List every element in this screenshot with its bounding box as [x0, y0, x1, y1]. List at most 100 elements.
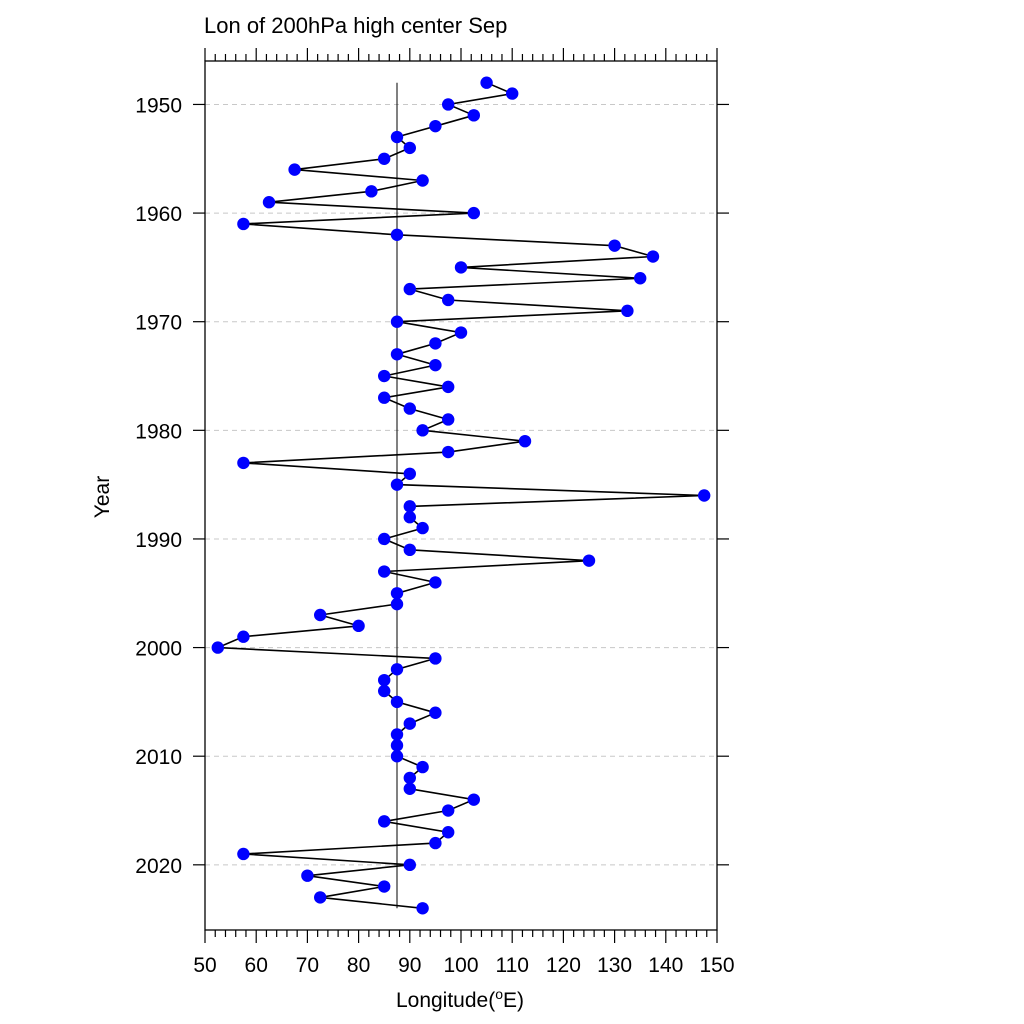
- y-tick-label: 1980: [135, 420, 182, 443]
- data-point: [403, 467, 416, 480]
- data-point: [403, 282, 416, 296]
- x-axis-label: Longitude(oE): [396, 986, 524, 1012]
- data-points: [211, 76, 711, 915]
- data-point: [390, 130, 404, 144]
- data-point: [416, 902, 429, 915]
- data-point: [416, 174, 429, 187]
- x-tick-label: 120: [546, 954, 581, 977]
- data-point: [608, 239, 621, 252]
- data-point: [416, 760, 429, 774]
- data-point: [429, 358, 442, 372]
- data-point: [314, 608, 327, 622]
- data-point: [352, 619, 365, 633]
- data-point: [403, 782, 416, 795]
- data-point: [454, 326, 468, 339]
- data-point: [390, 348, 404, 361]
- data-point: [416, 424, 429, 437]
- y-tick-label: 1960: [135, 203, 182, 226]
- data-point: [698, 489, 711, 502]
- data-point: [403, 858, 416, 872]
- x-tick-label: 70: [296, 954, 319, 977]
- data-point: [403, 717, 416, 730]
- data-point: [442, 380, 455, 394]
- data-point: [442, 98, 455, 111]
- data-point: [390, 695, 404, 709]
- data-point: [378, 565, 391, 578]
- data-point: [442, 413, 455, 426]
- x-tick-label: 130: [597, 954, 632, 977]
- data-point: [390, 478, 404, 491]
- data-point: [646, 250, 660, 263]
- y-tick-label: 1970: [135, 312, 182, 335]
- data-point: [467, 109, 480, 122]
- data-point: [429, 836, 442, 850]
- data-point: [442, 445, 455, 459]
- plot-frame: [204, 60, 718, 931]
- data-point: [390, 587, 404, 600]
- data-point: [403, 500, 416, 513]
- grid-lines: [205, 103, 717, 866]
- data-point: [429, 652, 442, 665]
- data-point: [390, 228, 404, 241]
- data-point: [403, 402, 416, 415]
- data-point: [621, 304, 634, 318]
- data-point: [403, 141, 416, 155]
- data-point: [314, 891, 327, 904]
- data-point: [390, 750, 404, 763]
- data-point: [442, 293, 455, 307]
- data-point: [429, 576, 442, 589]
- data-point: [301, 869, 314, 882]
- data-point: [518, 434, 532, 448]
- data-point: [429, 337, 442, 350]
- data-point: [237, 847, 250, 861]
- data-point: [237, 217, 250, 231]
- data-point: [390, 728, 404, 741]
- data-point: [429, 706, 442, 719]
- x-tick-label: 80: [347, 954, 370, 977]
- x-tick-label: 110: [495, 954, 528, 977]
- series-line: [217, 81, 705, 910]
- data-point: [390, 597, 404, 611]
- data-point: [378, 152, 391, 165]
- data-point: [480, 76, 493, 89]
- data-point: [506, 87, 519, 100]
- data-point: [634, 272, 647, 285]
- x-tick-label: 90: [398, 954, 421, 977]
- y-tick-label: 2010: [135, 746, 182, 769]
- x-axis-label-unit: E): [503, 989, 524, 1012]
- data-point: [378, 815, 391, 828]
- y-tick-label: 1990: [135, 529, 182, 552]
- data-point: [390, 315, 404, 328]
- data-point: [378, 673, 391, 687]
- data-point: [403, 543, 416, 557]
- x-tick-label: 100: [443, 954, 478, 977]
- x-tick-label: 150: [699, 954, 734, 977]
- data-point: [416, 521, 429, 535]
- x-tick-label: 60: [245, 954, 268, 977]
- y-axis-label: Year: [91, 476, 114, 518]
- data-point: [211, 641, 224, 654]
- data-point: [378, 532, 391, 546]
- data-point: [237, 630, 250, 643]
- data-point: [403, 771, 416, 785]
- y-tick-label: 1950: [135, 94, 182, 117]
- data-point: [378, 391, 391, 404]
- chart-title: Lon of 200hPa high center Sep: [204, 13, 507, 38]
- x-axis-label-superscript: o: [495, 986, 503, 1002]
- data-point: [378, 684, 391, 698]
- data-point: [467, 793, 480, 806]
- x-tick-label: 50: [193, 954, 216, 977]
- data-point: [378, 369, 391, 383]
- y-tick-label: 2000: [135, 638, 182, 661]
- data-point: [442, 826, 455, 839]
- data-point: [288, 163, 301, 176]
- data-point: [454, 261, 468, 274]
- data-point: [429, 119, 442, 133]
- data-point: [390, 663, 404, 676]
- data-point: [403, 511, 416, 524]
- x-axis-label-main: Longitude(: [396, 989, 495, 1012]
- axis-ticks: [193, 48, 729, 943]
- data-point: [262, 196, 276, 209]
- y-tick-label: 2020: [135, 855, 182, 878]
